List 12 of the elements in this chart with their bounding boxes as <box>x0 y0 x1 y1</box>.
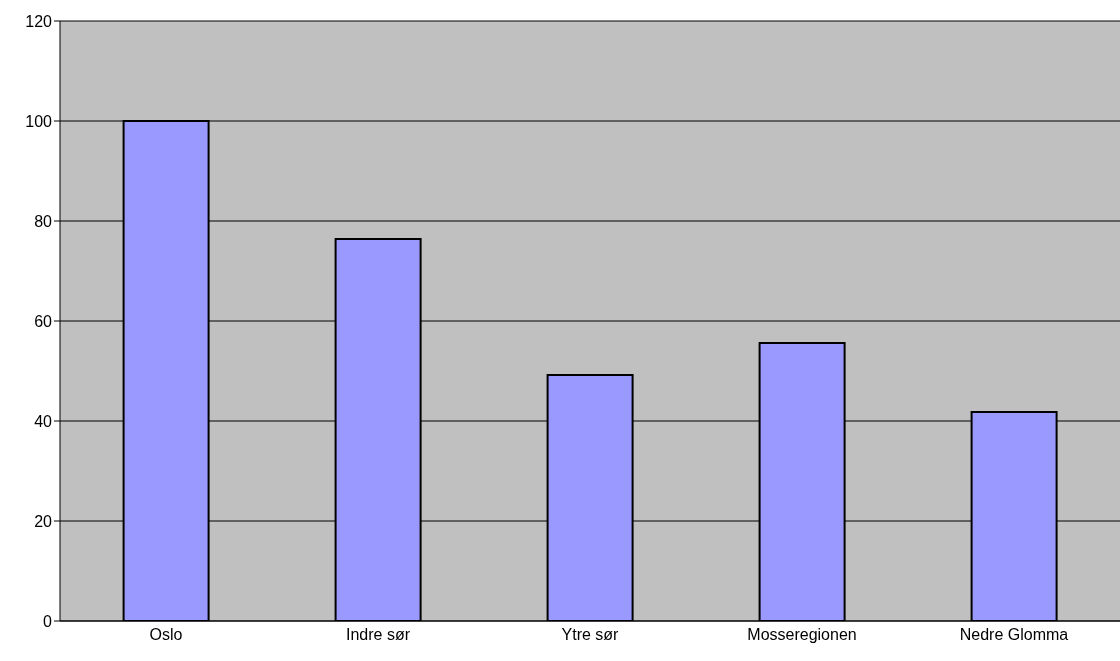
y-tick-label: 40 <box>34 412 53 430</box>
y-tick-label: 120 <box>25 12 53 30</box>
x-tick-label: Indre sør <box>345 626 411 644</box>
y-tick-label: 0 <box>43 612 53 630</box>
y-tick-label: 80 <box>34 212 53 230</box>
y-tick-label: 100 <box>25 112 53 130</box>
x-tick-label: Ytre sør <box>561 626 620 644</box>
x-tick-label: Nedre Glomma <box>959 626 1069 644</box>
x-tick-label: Mosseregionen <box>747 626 857 644</box>
y-tick-label: 20 <box>34 512 53 530</box>
y-tick-label: 60 <box>34 312 53 330</box>
x-tick-label: Oslo <box>149 626 183 644</box>
